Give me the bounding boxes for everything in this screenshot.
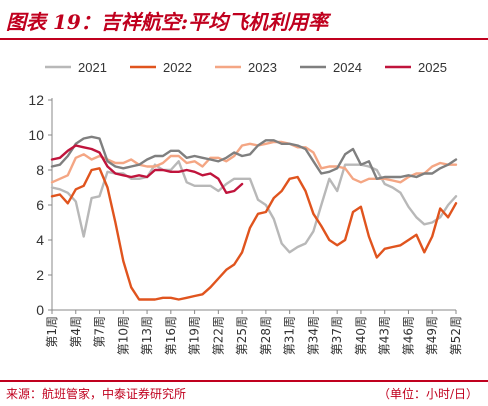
unit-note: （单位：小时/日） (377, 387, 478, 401)
y-tick-label: 2 (36, 267, 44, 283)
x-tick-label: 第7周 (93, 316, 107, 348)
series-line-2022 (50, 167, 458, 301)
y-tick-label: 0 (36, 302, 44, 318)
page-title: 图表 19：吉祥航空:平均飞机利用率 (6, 10, 329, 34)
y-tick-label: 8 (36, 162, 44, 178)
y-tick-label: 4 (36, 232, 44, 248)
x-tick-label: 第22周 (211, 316, 225, 355)
x-tick-label: 第49周 (425, 316, 439, 355)
legend-label-2025: 2025 (418, 60, 447, 75)
series-line-2024 (50, 135, 458, 180)
legend-label-2021: 2021 (78, 60, 107, 75)
x-tick-label: 第46周 (401, 316, 415, 355)
legend-label-2022: 2022 (163, 60, 192, 75)
x-tick-label: 第40周 (354, 316, 368, 355)
y-tick-label: 12 (28, 92, 44, 108)
x-tick-label: 第19周 (188, 316, 202, 355)
x-tick-label: 第28周 (259, 316, 273, 355)
legend-label-2024: 2024 (333, 60, 362, 75)
x-tick-label: 第16周 (164, 316, 178, 355)
x-tick-label: 第31周 (283, 316, 297, 355)
y-tick-label: 6 (36, 197, 44, 213)
x-tick-label: 第25周 (235, 316, 249, 355)
x-tick-label: 第1周 (45, 316, 59, 348)
x-tick-label: 第10周 (116, 316, 130, 355)
source-note: 来源：航班管家，中泰证券研究所 (6, 387, 187, 401)
footer-divider (0, 380, 488, 382)
legend-label-2023: 2023 (248, 60, 277, 75)
x-tick-label: 第4周 (69, 316, 83, 348)
y-tick-label: 10 (28, 127, 44, 143)
x-tick-label: 第52周 (449, 316, 463, 355)
x-tick-label: 第37周 (330, 316, 344, 355)
title-bar: 图表 19：吉祥航空:平均飞机利用率 (0, 0, 488, 40)
x-tick-label: 第43周 (378, 316, 392, 355)
series-line-2025 (50, 144, 244, 194)
x-tick-label: 第13周 (140, 316, 154, 355)
x-tick-label: 第34周 (306, 316, 320, 355)
series-line-2023 (50, 140, 458, 184)
